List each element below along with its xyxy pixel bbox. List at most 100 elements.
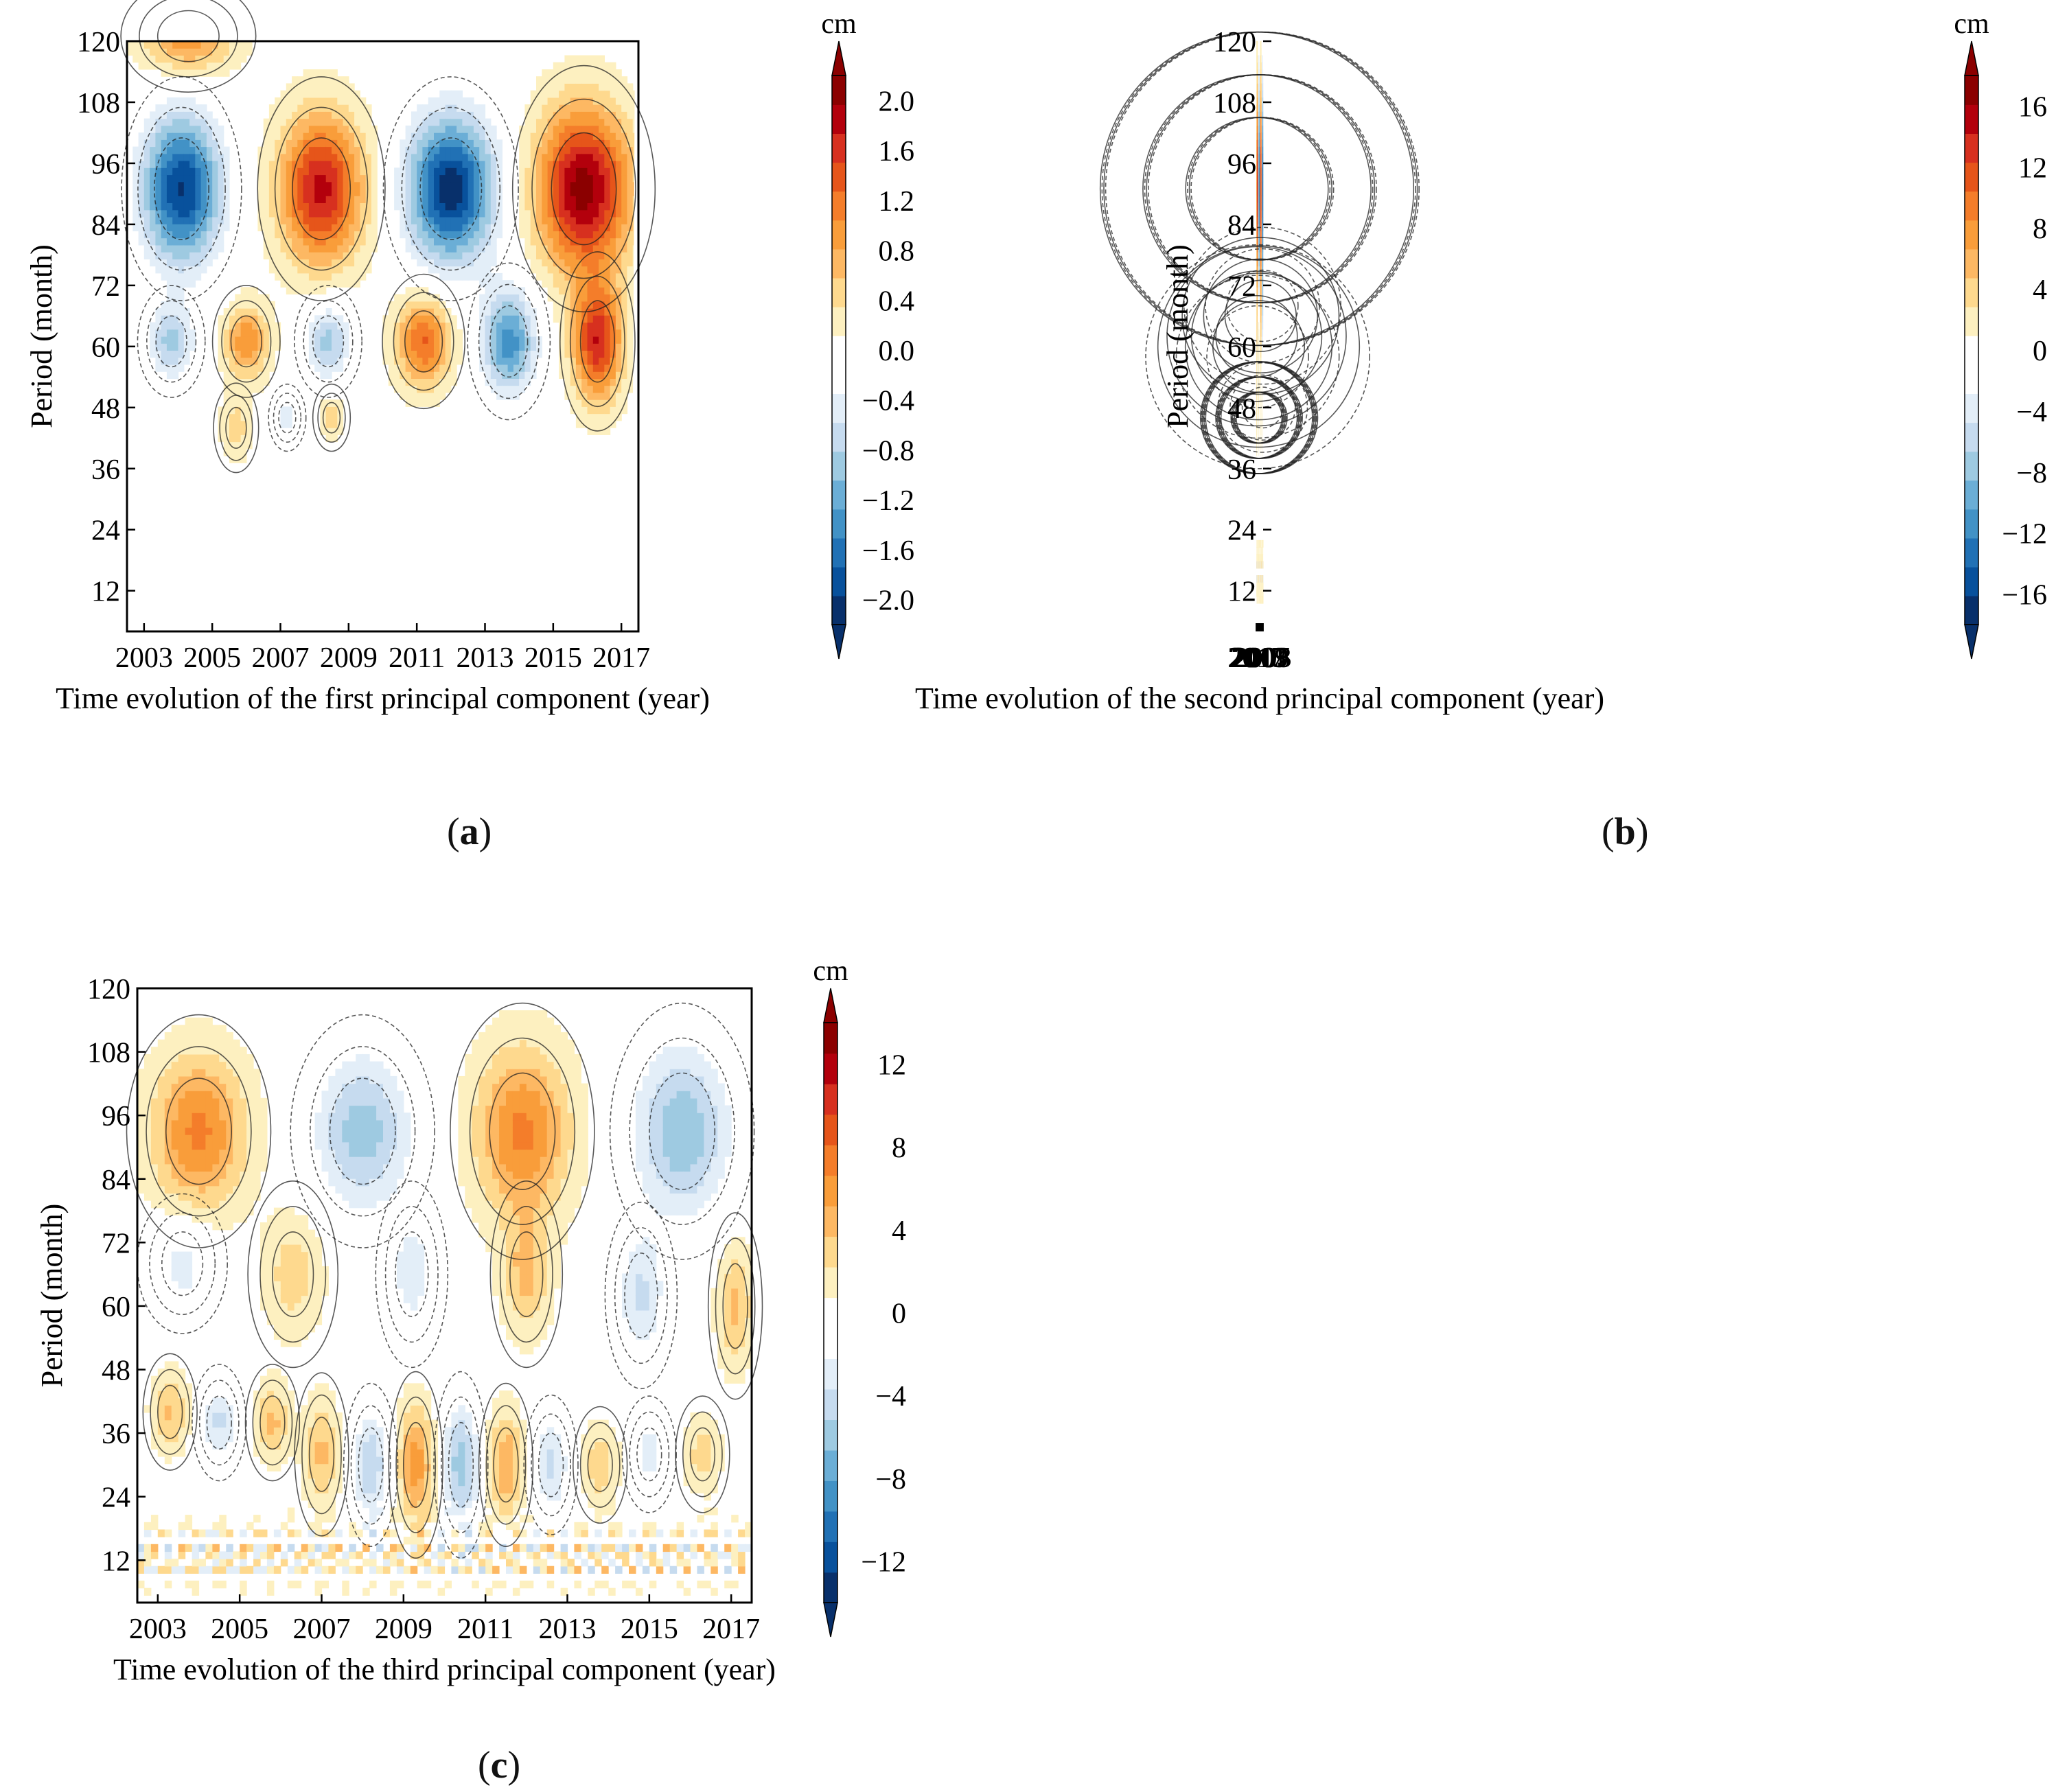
contour-line [268,383,307,452]
heatmap-cell [150,259,156,267]
heatmap-cell [553,104,559,112]
heatmap-cell [519,329,526,337]
heatmap-cell [161,217,168,224]
heatmap-cell [183,125,190,133]
heatmap-cell [337,231,344,239]
heatmap-cell [524,209,531,218]
heatmap-cell [314,231,321,239]
heatmap-cell [581,252,588,259]
heatmap-cell [462,217,469,224]
heatmap-cell [1260,371,1261,379]
heatmap-cell [292,280,298,288]
heatmap-cell [405,231,412,239]
heatmap-cell [610,69,616,77]
heatmap-cell [235,434,242,443]
heatmap-cell [268,357,275,365]
heatmap-cell [189,139,196,148]
heatmap-cell [434,385,440,393]
heatmap-cell [150,217,156,224]
heatmap-cell [570,252,577,259]
heatmap-cell [320,336,327,344]
heatmap-cell [422,343,429,351]
heatmap-cell [332,202,338,211]
heatmap-cell [553,181,559,189]
heatmap-cell [257,378,264,386]
heatmap-cell [547,252,554,259]
heatmap-cell [575,69,582,77]
heatmap-cell [490,378,497,386]
heatmap-cell [445,118,452,126]
colorbar-segment [832,162,846,192]
heatmap-cell [462,202,469,211]
heatmap-cell [615,266,622,274]
heatmap-cell [332,174,338,183]
heatmap-cell [286,252,292,259]
heatmap-cell [610,280,616,288]
heatmap-cell [485,350,492,358]
heatmap-cell [599,350,605,358]
heatmap-cell [592,322,599,330]
heatmap-cell [275,322,281,330]
heatmap-cell [365,174,372,183]
heatmap-cell [570,174,577,183]
heatmap-cell [411,146,417,154]
heatmap-cell [257,322,264,330]
heatmap-cell [332,181,338,189]
heatmap-cell [485,371,492,379]
heatmap-cell [275,153,281,161]
heatmap-cell [496,301,503,309]
heatmap-cell [405,371,412,379]
heatmap-cell [524,357,531,365]
heatmap-cell [195,259,202,267]
heatmap-cell [581,104,588,112]
heatmap-cell [223,413,230,421]
heatmap-cell [332,97,338,105]
heatmap-cell [161,244,168,253]
heatmap-cell [161,167,168,176]
colorbar-segment [832,509,846,539]
heatmap-cell [371,139,378,148]
heatmap-cell [365,209,372,218]
heatmap-cell [615,139,622,148]
heatmap-cell [292,272,298,281]
heatmap-cell [479,350,486,358]
heatmap-cell [325,371,332,379]
heatmap-cell [524,202,531,211]
heatmap-cell [422,357,429,365]
heatmap-cell [621,217,628,224]
heatmap-cell [314,97,321,105]
heatmap-cell [400,161,406,168]
heatmap-cell [536,217,542,224]
heatmap-cell [592,406,599,415]
heatmap-cell [581,301,588,309]
heatmap-cell [189,104,196,112]
heatmap-cell [599,392,605,400]
heatmap-cell [615,371,622,379]
heatmap-cell [286,196,292,203]
heatmap-cell [400,343,406,351]
heatmap-cell [257,364,264,372]
heatmap-cell [473,174,480,183]
heatmap-cell [308,189,315,196]
heatmap-cell [610,413,616,421]
heatmap-cell [400,308,406,316]
heatmap-cell [564,252,571,259]
heatmap-cell [524,217,531,224]
heatmap-cell [439,97,446,105]
heatmap-cell [246,322,253,330]
heatmap-cell [1262,62,1263,70]
heatmap-cell [252,364,258,372]
heatmap-cell [570,231,577,239]
heatmap-cell [286,406,292,415]
heatmap-cell [450,189,457,196]
heatmap-cell [161,322,168,330]
heatmap-cell [411,174,417,183]
x-tick-label: 2013 [457,642,514,674]
heatmap-cell [178,308,185,316]
heatmap-cell [354,196,360,203]
heatmap-cell [325,434,332,443]
heatmap-cell [536,97,542,105]
heatmap-cell [275,146,281,154]
heatmap-cell [172,111,179,119]
heatmap-cell [564,189,571,196]
